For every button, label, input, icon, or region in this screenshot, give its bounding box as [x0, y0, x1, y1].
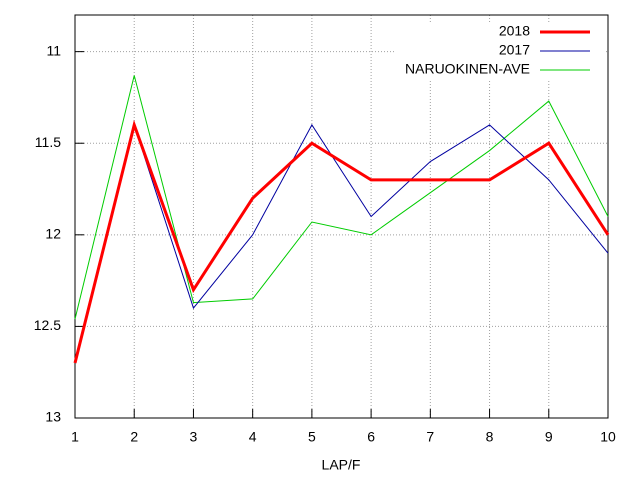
x-tick-label: 10 [600, 429, 616, 445]
x-tick-label: 5 [308, 429, 316, 445]
legend-label: 2017 [499, 42, 530, 58]
series-line [74, 75, 609, 320]
y-tick-label: 13 [45, 409, 61, 425]
x-axis-label: LAP/F [322, 457, 361, 473]
x-tick-label: 4 [249, 429, 257, 445]
x-tick-label: 1 [71, 429, 79, 445]
x-tick-label: 2 [130, 429, 138, 445]
x-tick-label: 3 [190, 429, 198, 445]
y-tick-label: 11.5 [35, 134, 61, 150]
x-tick-label: 6 [367, 429, 375, 445]
y-tick-label: 12.5 [34, 317, 61, 333]
y-tick-label: 12 [45, 226, 61, 242]
x-tick-label: 9 [545, 429, 553, 445]
legend-label: 2018 [499, 23, 530, 39]
legend-label: NARUOKINEN-AVE [405, 61, 530, 77]
y-tick-label: 11 [46, 42, 61, 58]
x-tick-label: 7 [426, 429, 434, 445]
x-tick-label: 8 [486, 429, 494, 445]
series-line [74, 123, 609, 364]
series-line [73, 119, 610, 364]
